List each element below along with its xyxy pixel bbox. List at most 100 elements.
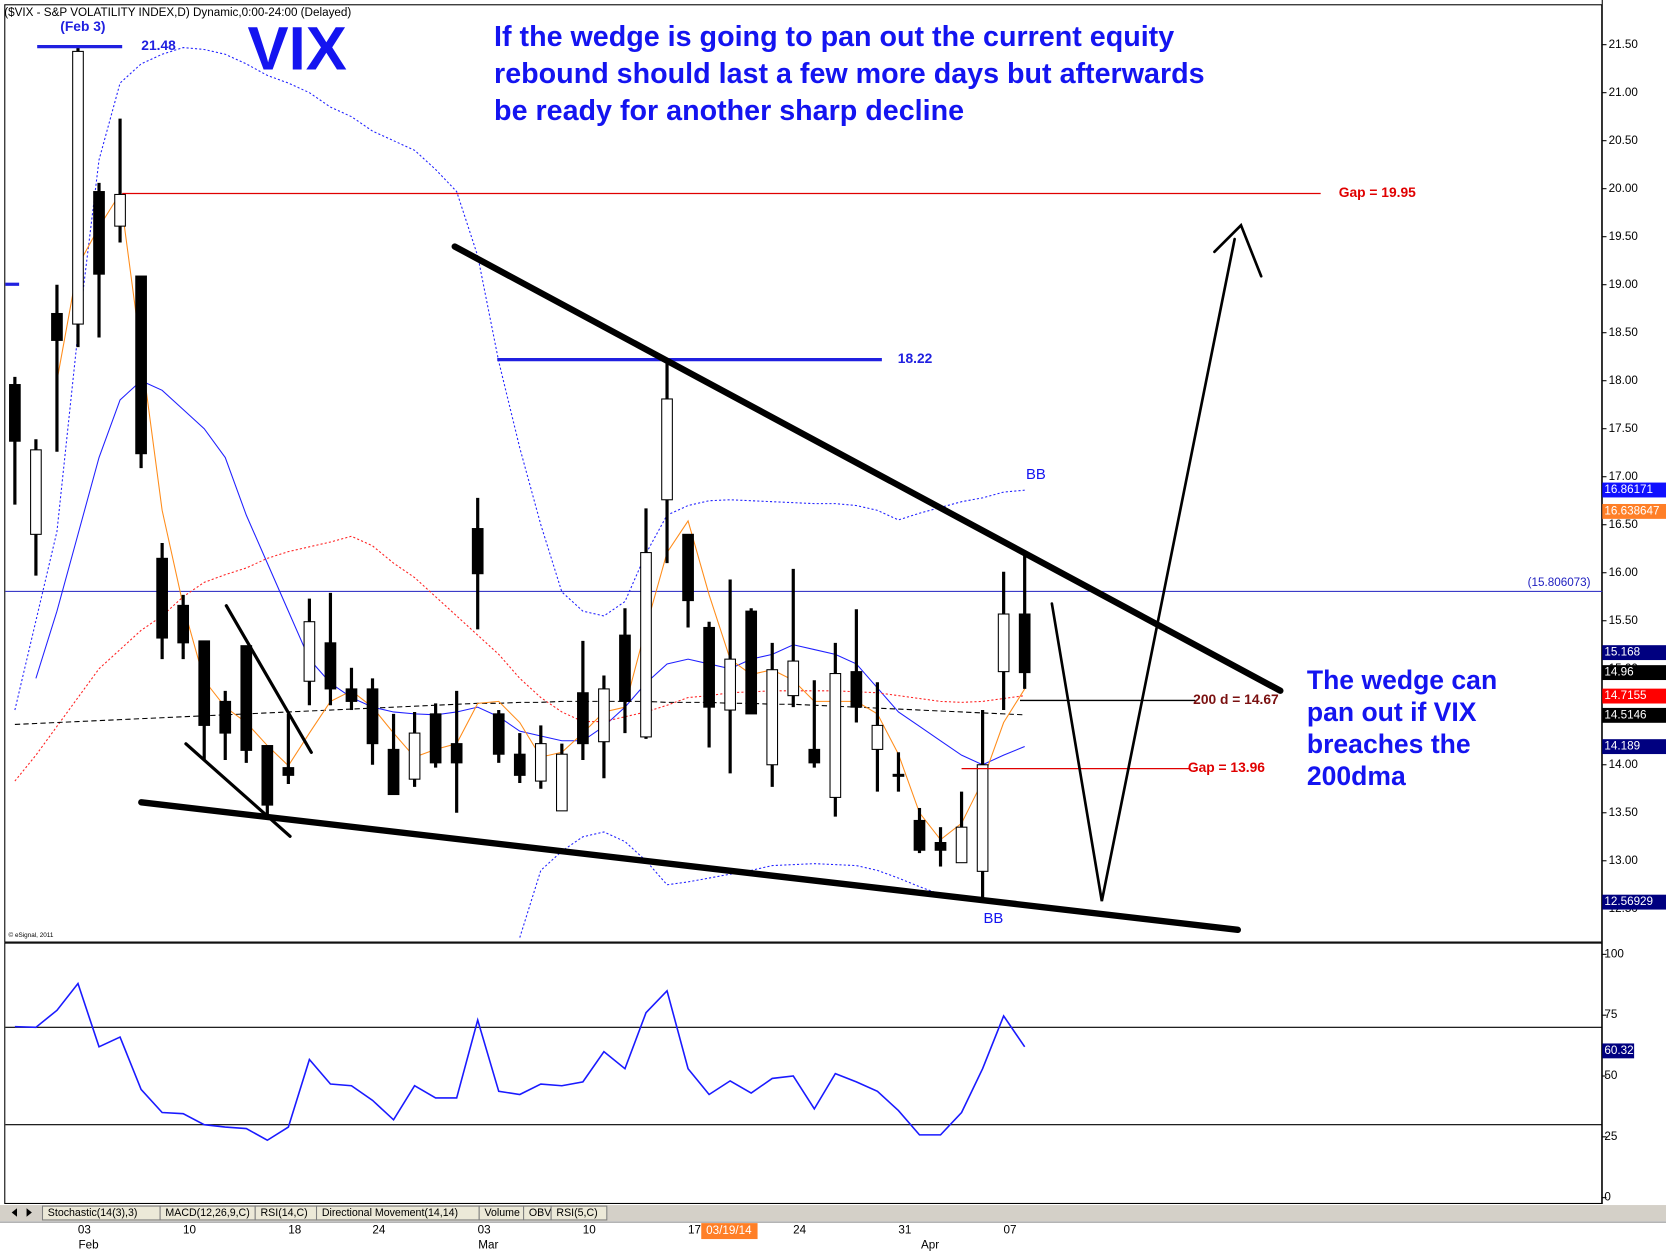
candle-body: [577, 692, 589, 745]
candle-body: [892, 773, 905, 777]
candle-body: [745, 610, 758, 715]
indicator-line: [35, 380, 1025, 766]
y-tick-label: 50: [1604, 1069, 1617, 1082]
y-tick-label: 15.50: [1609, 614, 1639, 627]
level-label: Gap = 13.96: [1188, 759, 1265, 775]
candle-body: [366, 688, 379, 745]
edge-marker: [5, 282, 20, 286]
candle-body: [72, 50, 84, 325]
candle-body: [640, 552, 652, 738]
candle-body: [429, 713, 442, 764]
y-tick-label: 21.00: [1609, 86, 1639, 99]
x-tick-label: 18: [288, 1224, 301, 1237]
x-tick-label: 03: [78, 1224, 91, 1237]
tab-label[interactable]: Directional Movement(14,14): [322, 1207, 458, 1219]
tab-label[interactable]: Volume: [485, 1207, 520, 1219]
level-label: 18.22: [898, 350, 933, 366]
candle-body: [513, 753, 526, 776]
candle-body: [9, 384, 21, 442]
candle-body: [156, 557, 168, 639]
level-label: 21.48: [141, 37, 176, 53]
annotation-line: 200dma: [1307, 761, 1406, 791]
cursor-date: 03/19/14: [706, 1224, 752, 1237]
candle-body: [934, 842, 947, 851]
candle-body: [598, 688, 610, 743]
tab-label[interactable]: RSI(5,C): [556, 1207, 597, 1219]
arrow-head: [1213, 222, 1263, 278]
candle-body: [955, 826, 968, 864]
last-value-label: 14.5146: [1604, 708, 1646, 721]
x-tick-label: 24: [372, 1224, 385, 1237]
y-tick-label: 16.00: [1609, 566, 1639, 579]
candle-body: [114, 193, 126, 227]
candle-body: [829, 673, 842, 798]
candle-body: [913, 819, 926, 851]
candle-body: [619, 634, 631, 702]
candle-body: [303, 621, 316, 682]
candle-body: [661, 398, 673, 501]
annotation-line: be ready for another sharp decline: [494, 95, 964, 127]
y-tick-label: 13.50: [1609, 806, 1639, 819]
candle-body: [93, 191, 105, 275]
tab-prev[interactable]: [11, 1208, 17, 1217]
trend-line: [184, 742, 292, 838]
last-value-box: [1602, 707, 1666, 723]
x-group-label: Mar: [478, 1239, 498, 1252]
last-value-box: [1602, 739, 1666, 755]
x-tick-label: 17: [688, 1224, 701, 1237]
annotation-line: breaches the: [1307, 729, 1471, 759]
candle-body: [534, 743, 547, 782]
x-tick-label: 07: [1004, 1224, 1017, 1237]
candle-body: [766, 669, 779, 766]
last-value-label: 16.638647: [1604, 505, 1659, 518]
trend-line: [224, 604, 313, 754]
x-tick-label: 10: [583, 1224, 596, 1237]
y-tick-label: 14.00: [1609, 758, 1639, 771]
reference-label: (15.806073): [1528, 576, 1591, 589]
plot: 12.5013.0013.5014.0014.5015.0015.5016.00…: [5, 18, 1666, 1252]
y-tick-label: 25: [1604, 1130, 1617, 1143]
candle-body: [871, 724, 884, 750]
y-tick-label: 21.50: [1609, 38, 1639, 51]
big-label: VIX: [248, 14, 347, 83]
tab-next[interactable]: [26, 1208, 32, 1217]
level-label: 200 d = 14.67: [1193, 691, 1279, 707]
candle-body: [997, 613, 1010, 673]
chart-title: ($VIX - S&P VOLATILITY INDEX,D) Dynamic,…: [4, 6, 351, 19]
candle-body: [198, 640, 211, 726]
candle-body: [387, 748, 400, 796]
candle-body: [1018, 613, 1031, 674]
y-tick-label: 17.50: [1609, 422, 1639, 435]
y-tick-label: 20.00: [1609, 182, 1639, 195]
last-value-label: 14.189: [1604, 740, 1640, 753]
tabs: Stochastic(14(3),3) MACD(12,26,9,C) RSI(14…: [11, 1205, 608, 1221]
tab: [550, 1205, 608, 1221]
y-tick-label: 19.50: [1609, 230, 1639, 243]
level-note: (Feb 3): [60, 18, 105, 34]
y-tick-label: 75: [1604, 1008, 1617, 1021]
tab-label[interactable]: RSI(14,C): [261, 1207, 308, 1219]
tab-label[interactable]: MACD(12,26,9,C): [165, 1207, 249, 1219]
cursor-date-box: [701, 1223, 758, 1240]
projection-arrow: [1050, 237, 1236, 902]
last-value-label: 14.96: [1604, 666, 1633, 679]
last-value-label: 60.32: [1604, 1044, 1633, 1057]
y-tick-label: 19.00: [1609, 278, 1639, 291]
candle-body: [556, 753, 568, 812]
last-value-label: 15.168: [1604, 646, 1640, 659]
tab-label[interactable]: OBV: [529, 1207, 552, 1219]
tab-label[interactable]: Stochastic(14(3),3): [48, 1207, 138, 1219]
x-tick-label: 10: [183, 1224, 196, 1237]
annotation-line: The wedge can: [1307, 665, 1497, 695]
candle-body: [135, 275, 147, 455]
x-group-label: Apr: [921, 1239, 939, 1252]
candle-body: [261, 745, 274, 806]
y-tick-label: 20.50: [1609, 134, 1639, 147]
candle-body: [703, 626, 715, 708]
credit: © eSignal, 2011: [9, 931, 54, 939]
bb-label: BB: [984, 911, 1004, 927]
candle-body: [787, 660, 800, 697]
annotation-line: If the wedge is going to pan out the cur…: [494, 21, 1174, 53]
